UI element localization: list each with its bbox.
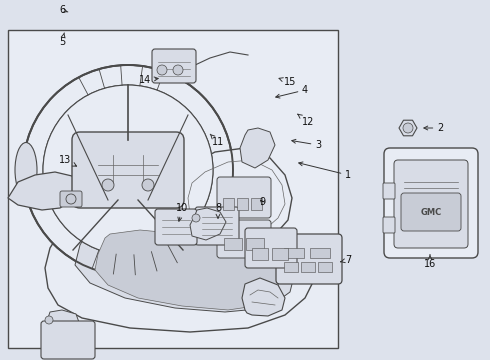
Text: 8: 8 — [215, 203, 221, 218]
FancyBboxPatch shape — [401, 193, 461, 231]
Polygon shape — [45, 210, 315, 332]
Circle shape — [66, 194, 76, 204]
Bar — [251, 198, 262, 210]
FancyBboxPatch shape — [8, 30, 338, 348]
Ellipse shape — [15, 143, 37, 198]
Text: 10: 10 — [176, 203, 188, 221]
FancyBboxPatch shape — [394, 160, 468, 248]
FancyBboxPatch shape — [152, 49, 196, 83]
Polygon shape — [240, 128, 275, 168]
Bar — [223, 198, 234, 210]
Text: 15: 15 — [279, 77, 296, 87]
FancyBboxPatch shape — [276, 234, 342, 284]
FancyBboxPatch shape — [383, 217, 395, 233]
Text: 14: 14 — [139, 75, 158, 85]
FancyBboxPatch shape — [60, 191, 82, 207]
Bar — [224, 238, 242, 250]
Text: 13: 13 — [59, 155, 76, 166]
Text: 16: 16 — [424, 255, 436, 269]
Polygon shape — [75, 222, 295, 312]
Ellipse shape — [23, 65, 233, 275]
Circle shape — [142, 179, 154, 191]
Polygon shape — [8, 172, 78, 210]
Polygon shape — [190, 208, 226, 240]
FancyBboxPatch shape — [195, 207, 239, 245]
Polygon shape — [95, 230, 280, 310]
Bar — [318, 262, 332, 272]
Polygon shape — [175, 148, 292, 256]
Text: 12: 12 — [298, 114, 314, 127]
Circle shape — [173, 65, 183, 75]
Text: 6: 6 — [59, 5, 68, 15]
Circle shape — [192, 214, 200, 222]
FancyBboxPatch shape — [72, 132, 184, 208]
Bar — [284, 248, 304, 258]
Polygon shape — [242, 278, 285, 316]
Text: 7: 7 — [341, 255, 351, 265]
Bar — [310, 248, 330, 258]
Ellipse shape — [43, 85, 213, 255]
Bar — [252, 248, 268, 260]
FancyBboxPatch shape — [245, 228, 297, 268]
Text: 3: 3 — [292, 139, 321, 150]
Text: 9: 9 — [259, 197, 265, 207]
Circle shape — [45, 316, 53, 324]
Text: GMC: GMC — [420, 207, 441, 216]
Circle shape — [157, 65, 167, 75]
FancyBboxPatch shape — [383, 183, 395, 199]
Bar — [301, 262, 315, 272]
Circle shape — [102, 179, 114, 191]
Text: 1: 1 — [299, 162, 351, 180]
FancyBboxPatch shape — [217, 177, 271, 218]
FancyBboxPatch shape — [41, 321, 95, 359]
Bar — [246, 238, 264, 250]
Text: 4: 4 — [276, 85, 308, 98]
Polygon shape — [399, 120, 417, 136]
Circle shape — [403, 123, 413, 133]
FancyBboxPatch shape — [155, 209, 197, 245]
FancyBboxPatch shape — [384, 148, 478, 258]
Text: 11: 11 — [210, 134, 224, 147]
Bar — [284, 262, 298, 272]
Text: 2: 2 — [424, 123, 443, 133]
Polygon shape — [44, 310, 80, 345]
Bar — [237, 198, 248, 210]
Bar — [272, 248, 288, 260]
FancyBboxPatch shape — [217, 220, 271, 258]
Text: 5: 5 — [59, 33, 65, 47]
